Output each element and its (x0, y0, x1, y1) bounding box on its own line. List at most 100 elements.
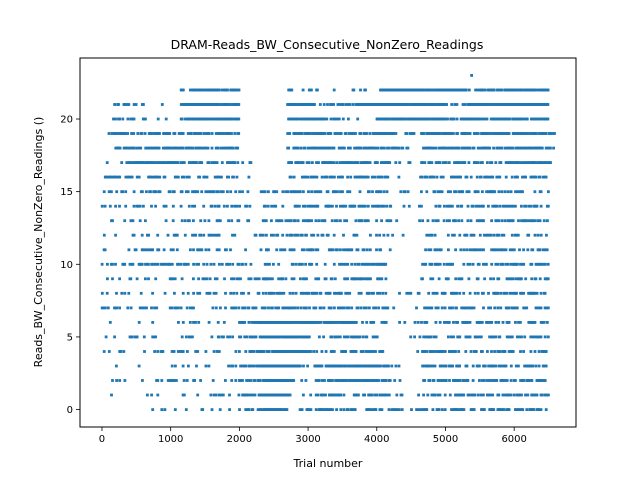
data-point (464, 146, 468, 150)
data-point (527, 321, 531, 324)
data-point (356, 248, 360, 252)
data-point (300, 233, 304, 237)
data-point (475, 248, 479, 252)
data-point (540, 146, 544, 150)
data-point (118, 175, 122, 179)
data-point (452, 291, 455, 295)
data-point (549, 161, 552, 164)
data-point (380, 321, 384, 324)
data-point (478, 321, 482, 324)
data-point (468, 262, 472, 266)
data-point (237, 132, 241, 135)
data-point (549, 146, 552, 150)
data-point (247, 393, 251, 397)
data-point (248, 204, 252, 208)
data-point (353, 262, 357, 266)
data-point (524, 146, 527, 150)
data-point (338, 146, 342, 150)
data-point (471, 379, 475, 382)
data-point (395, 146, 399, 150)
data-point (182, 393, 186, 397)
data-point (468, 321, 472, 324)
data-point (458, 364, 461, 368)
data-point (331, 204, 334, 208)
data-point (317, 219, 321, 223)
data-point (265, 262, 269, 266)
data-point (366, 262, 370, 266)
data-point (363, 204, 367, 208)
data-point (289, 117, 293, 121)
data-point (499, 408, 503, 411)
data-point (421, 262, 424, 266)
data-point (462, 262, 466, 266)
data-point (446, 146, 449, 150)
data-point (359, 161, 363, 164)
data-point (176, 161, 180, 164)
data-point (417, 291, 421, 295)
data-point (330, 350, 334, 353)
data-point (521, 408, 525, 411)
data-point (482, 393, 485, 397)
data-point (521, 161, 524, 164)
data-point (342, 306, 345, 310)
data-point (372, 306, 375, 310)
data-point (509, 393, 513, 397)
data-point (547, 393, 550, 397)
data-point (115, 291, 118, 295)
data-point (256, 364, 260, 368)
data-point (262, 219, 266, 223)
data-point (449, 306, 452, 310)
data-point (316, 204, 320, 208)
data-point (499, 306, 503, 310)
data-point (385, 132, 388, 135)
data-point (534, 277, 538, 281)
data-point (472, 146, 476, 150)
data-point (523, 335, 527, 339)
data-point (247, 408, 251, 411)
data-point (497, 219, 501, 223)
data-point (301, 117, 305, 121)
data-point (133, 146, 136, 150)
data-point (508, 219, 512, 223)
data-point (470, 74, 473, 77)
data-point (168, 262, 172, 266)
data-point (296, 233, 300, 237)
data-point (160, 408, 164, 411)
data-point (398, 321, 401, 324)
data-point (184, 117, 187, 121)
data-point (467, 393, 471, 397)
data-point (545, 321, 549, 324)
data-point (210, 233, 214, 237)
data-point (372, 146, 376, 150)
data-point (344, 204, 348, 208)
data-point (146, 248, 149, 252)
data-point (263, 190, 267, 194)
data-point (280, 291, 284, 295)
data-point (170, 262, 174, 266)
data-point (312, 204, 316, 208)
data-point (206, 190, 210, 194)
data-point (424, 248, 427, 252)
data-point (221, 393, 225, 397)
data-point (398, 379, 402, 382)
data-point (210, 408, 214, 411)
data-point (143, 350, 146, 353)
data-point (499, 291, 503, 295)
data-point (366, 175, 370, 179)
data-point (105, 161, 109, 164)
data-point (459, 175, 462, 179)
data-point (540, 393, 544, 397)
data-point (276, 233, 280, 237)
data-point (168, 306, 172, 310)
data-point (346, 364, 349, 368)
data-point (493, 350, 496, 353)
data-point (193, 379, 196, 382)
data-point (429, 277, 433, 281)
data-point (172, 350, 176, 353)
data-point (455, 117, 459, 121)
data-point (496, 262, 500, 266)
data-point (328, 204, 332, 208)
data-point (124, 132, 127, 135)
data-point (491, 393, 495, 397)
data-point (341, 103, 345, 106)
